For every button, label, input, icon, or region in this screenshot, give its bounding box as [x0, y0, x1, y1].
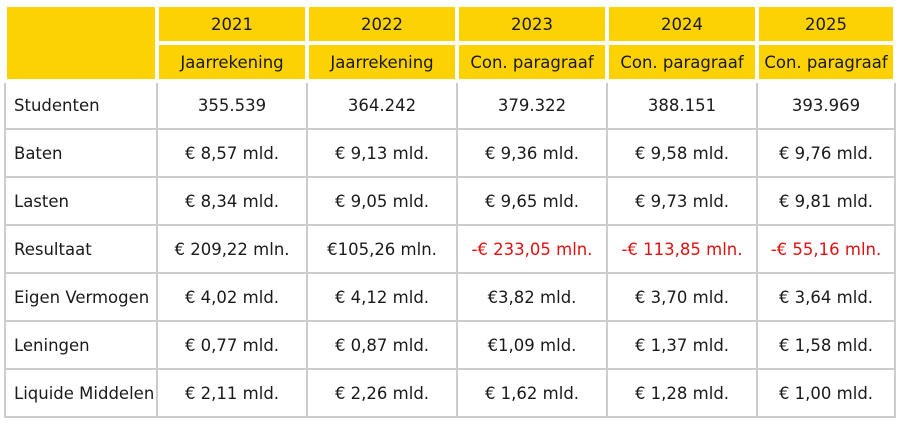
header-subtitle-row: Jaarrekening Jaarrekening Con. paragraaf… — [5, 41, 897, 83]
row-label: Resultaat — [4, 224, 158, 274]
table-body: Studenten 355.539 364.242 379.322 388.15… — [4, 80, 896, 418]
table-row-liquide-middelen: Liquide Middelen € 2,11 mld. € 2,26 mld.… — [4, 368, 896, 418]
table-row-resultaat: Resultaat € 209,22 mln. €105,26 mln. -€ … — [4, 224, 896, 274]
value-cell: € 9,81 mld. — [756, 176, 896, 226]
value-cell: € 8,34 mld. — [156, 176, 308, 226]
header-subtitle-cell: Con. paragraaf — [455, 41, 609, 83]
header-subtitle-cell: Jaarrekening — [305, 41, 459, 83]
row-label: Baten — [4, 128, 158, 178]
value-cell: € 3,70 mld. — [606, 272, 758, 322]
value-cell-negative: -€ 233,05 mln. — [456, 224, 608, 274]
value-cell: € 0,77 mld. — [156, 320, 308, 370]
value-cell: € 1,28 mld. — [606, 368, 758, 418]
value-cell-negative: -€ 113,85 mln. — [606, 224, 758, 274]
value-cell: € 1,58 mld. — [756, 320, 896, 370]
table-row-baten: Baten € 8,57 mld. € 9,13 mld. € 9,36 mld… — [4, 128, 896, 178]
value-cell: € 9,76 mld. — [756, 128, 896, 178]
value-cell: € 9,05 mld. — [306, 176, 458, 226]
table-header: 2021 2022 2023 2024 2025 Jaarrekening Ja… — [3, 3, 897, 83]
row-label: Lasten — [4, 176, 158, 226]
header-subtitle-cell: Con. paragraaf — [755, 41, 897, 83]
value-cell: € 2,11 mld. — [156, 368, 308, 418]
value-cell: € 209,22 mln. — [156, 224, 308, 274]
value-cell: € 9,73 mld. — [606, 176, 758, 226]
value-cell: € 4,02 mld. — [156, 272, 308, 322]
value-cell: € 2,26 mld. — [306, 368, 458, 418]
table-row-leningen: Leningen € 0,77 mld. € 0,87 mld. €1,09 m… — [4, 320, 896, 370]
header-corner-cell — [3, 3, 159, 83]
value-cell: €105,26 mln. — [306, 224, 458, 274]
value-cell: € 9,36 mld. — [456, 128, 608, 178]
row-label: Liquide Middelen — [4, 368, 158, 418]
value-cell: 355.539 — [156, 80, 308, 130]
header-year-2024: 2024 — [605, 3, 759, 45]
value-cell: € 0,87 mld. — [306, 320, 458, 370]
row-label: Studenten — [4, 80, 158, 130]
financial-overview-table: 2021 2022 2023 2024 2025 Jaarrekening Ja… — [3, 3, 897, 418]
value-cell: 379.322 — [456, 80, 608, 130]
value-cell: € 1,00 mld. — [756, 368, 896, 418]
header-subtitle-cell: Jaarrekening — [155, 41, 309, 83]
header-year-2023: 2023 — [455, 3, 609, 45]
row-label: Leningen — [4, 320, 158, 370]
value-cell: 364.242 — [306, 80, 458, 130]
value-cell: € 9,58 mld. — [606, 128, 758, 178]
header-year-2025: 2025 — [755, 3, 897, 45]
value-cell: € 1,37 mld. — [606, 320, 758, 370]
header-year-row: 2021 2022 2023 2024 2025 — [3, 3, 897, 83]
value-cell: € 3,64 mld. — [756, 272, 896, 322]
value-cell: 388.151 — [606, 80, 758, 130]
value-cell: € 1,62 mld. — [456, 368, 608, 418]
value-cell: € 9,13 mld. — [306, 128, 458, 178]
value-cell-negative: -€ 55,16 mln. — [756, 224, 896, 274]
header-year-2021: 2021 — [155, 3, 309, 45]
value-cell: €3,82 mld. — [456, 272, 608, 322]
header-subtitle-cell: Con. paragraaf — [605, 41, 759, 83]
header-year-2022: 2022 — [305, 3, 459, 45]
value-cell: € 8,57 mld. — [156, 128, 308, 178]
row-label: Eigen Vermogen — [4, 272, 158, 322]
table-row-eigen-vermogen: Eigen Vermogen € 4,02 mld. € 4,12 mld. €… — [4, 272, 896, 322]
table-row-studenten: Studenten 355.539 364.242 379.322 388.15… — [4, 80, 896, 130]
value-cell: 393.969 — [756, 80, 896, 130]
table-row-lasten: Lasten € 8,34 mld. € 9,05 mld. € 9,65 ml… — [4, 176, 896, 226]
value-cell: €1,09 mld. — [456, 320, 608, 370]
value-cell: € 4,12 mld. — [306, 272, 458, 322]
value-cell: € 9,65 mld. — [456, 176, 608, 226]
